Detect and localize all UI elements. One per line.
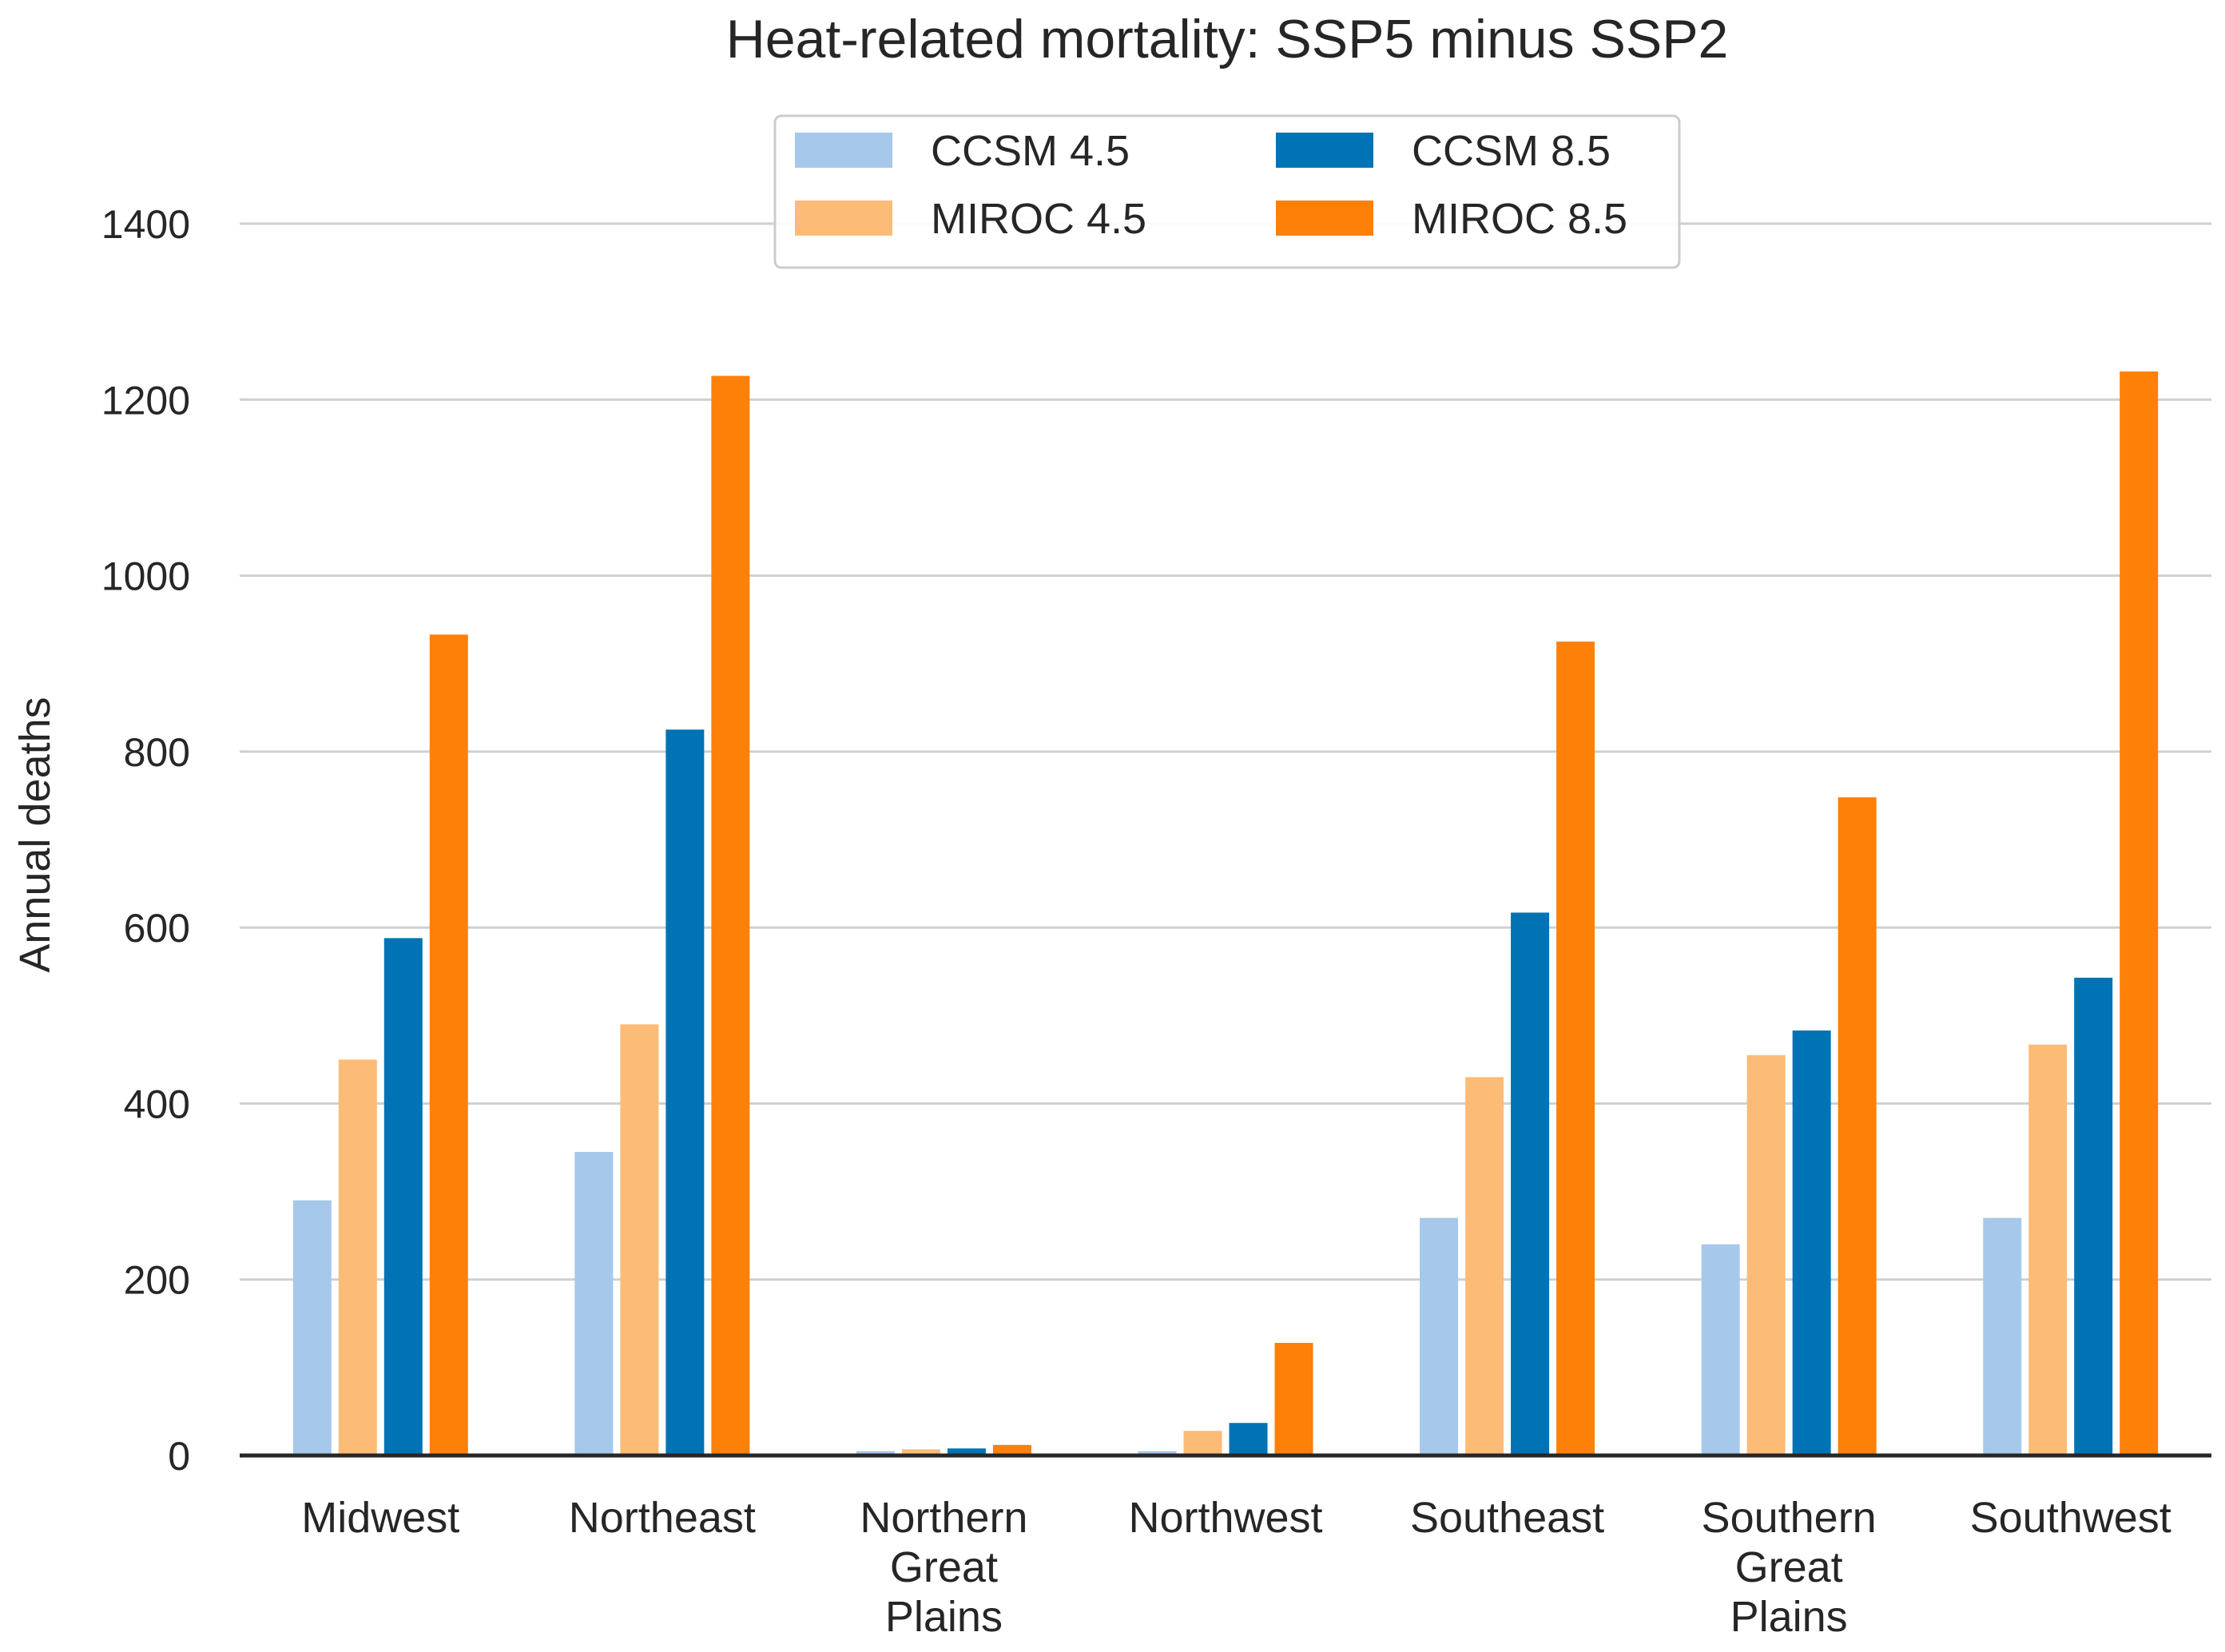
legend-label: CCSM 4.5 (931, 127, 1130, 175)
x-tick-label: Southeast (1410, 1494, 1604, 1542)
bar-ccsm-8-5-1 (666, 729, 705, 1455)
bar-ccsm-8-5-6 (2074, 977, 2113, 1455)
bar-ccsm-4-5-0 (292, 1200, 332, 1455)
bar-ccsm-8-5-5 (1792, 1031, 1831, 1455)
legend-swatch (1276, 133, 1373, 168)
y-tick-label: 400 (124, 1082, 190, 1126)
bar-ccsm-8-5-4 (1511, 912, 1550, 1455)
legend: CCSM 4.5 MIROC 4.5 CCSM 8.5 MIROC 8.5 (773, 114, 1681, 269)
bar-miroc-4-5-6 (2028, 1044, 2068, 1455)
bar-ccsm-4-5-3 (1138, 1451, 1177, 1455)
legend-label: CCSM 8.5 (1412, 127, 1611, 175)
bar-ccsm-4-5-1 (574, 1152, 614, 1455)
y-tick-label: 0 (168, 1434, 190, 1479)
legend-swatch (1276, 201, 1373, 236)
bar-ccsm-8-5-0 (383, 938, 423, 1455)
legend-box (773, 114, 1681, 269)
bar-ccsm-4-5-4 (1420, 1217, 1459, 1455)
bar-ccsm-4-5-5 (1701, 1244, 1740, 1455)
bar-ccsm-4-5-6 (1983, 1217, 2022, 1455)
bar-miroc-8-5-3 (1274, 1343, 1313, 1455)
bar-miroc-4-5-2 (901, 1449, 940, 1455)
bar-miroc-8-5-0 (429, 634, 468, 1455)
x-tick-label: Northwest (1128, 1494, 1322, 1542)
bar-ccsm-4-5-2 (856, 1451, 895, 1455)
bar-miroc-8-5-1 (711, 375, 750, 1456)
bar-miroc-8-5-2 (992, 1444, 1031, 1455)
legend-swatch (795, 133, 892, 168)
x-tick-label: Northern (860, 1494, 1027, 1542)
y-axis-ticks: 0 200 400 600 800 1000 1200 1400 (101, 202, 190, 1479)
bar-miroc-4-5-1 (620, 1024, 659, 1455)
y-axis-label: Annual deaths (11, 697, 59, 972)
bar-miroc-4-5-4 (1465, 1077, 1504, 1455)
y-tick-label: 1400 (101, 202, 190, 247)
x-tick-label: Northeast (569, 1494, 756, 1542)
bar-ccsm-8-5-3 (1229, 1423, 1268, 1455)
chart-title: Heat-related mortality: SSP5 minus SSP2 (726, 9, 1729, 69)
legend-swatch (795, 201, 892, 236)
x-tick-label: Great (1735, 1543, 1843, 1591)
y-tick-label: 600 (124, 906, 190, 951)
y-tick-label: 200 (124, 1258, 190, 1303)
x-tick-label: Midwest (301, 1494, 459, 1542)
bar-miroc-8-5-6 (2120, 371, 2159, 1455)
x-tick-label: Southwest (1970, 1494, 2171, 1542)
bar-miroc-8-5-4 (1556, 641, 1595, 1455)
legend-items: CCSM 4.5 MIROC 4.5 CCSM 8.5 MIROC 8.5 (795, 127, 1627, 243)
grid-lines (240, 222, 2211, 1281)
x-tick-label: Southern (1702, 1494, 1877, 1542)
x-tick-label: Plains (885, 1593, 1003, 1641)
bar-miroc-8-5-5 (1838, 797, 1877, 1455)
x-axis-category-labels: Midwest Northeast NorthernGreatPlainsNorth… (301, 1494, 2171, 1641)
bar-miroc-4-5-0 (338, 1059, 377, 1455)
y-tick-label: 1200 (101, 378, 190, 423)
bar-miroc-4-5-5 (1746, 1054, 1786, 1455)
y-tick-label: 1000 (101, 554, 190, 599)
bars (292, 371, 2159, 1456)
bar-miroc-4-5-3 (1183, 1431, 1222, 1455)
x-tick-label: Great (890, 1543, 998, 1591)
x-tick-label: Plains (1730, 1593, 1848, 1641)
bar-ccsm-8-5-2 (947, 1448, 986, 1455)
y-tick-label: 800 (124, 730, 190, 775)
legend-label: MIROC 4.5 (931, 195, 1146, 243)
legend-label: MIROC 8.5 (1412, 195, 1627, 243)
